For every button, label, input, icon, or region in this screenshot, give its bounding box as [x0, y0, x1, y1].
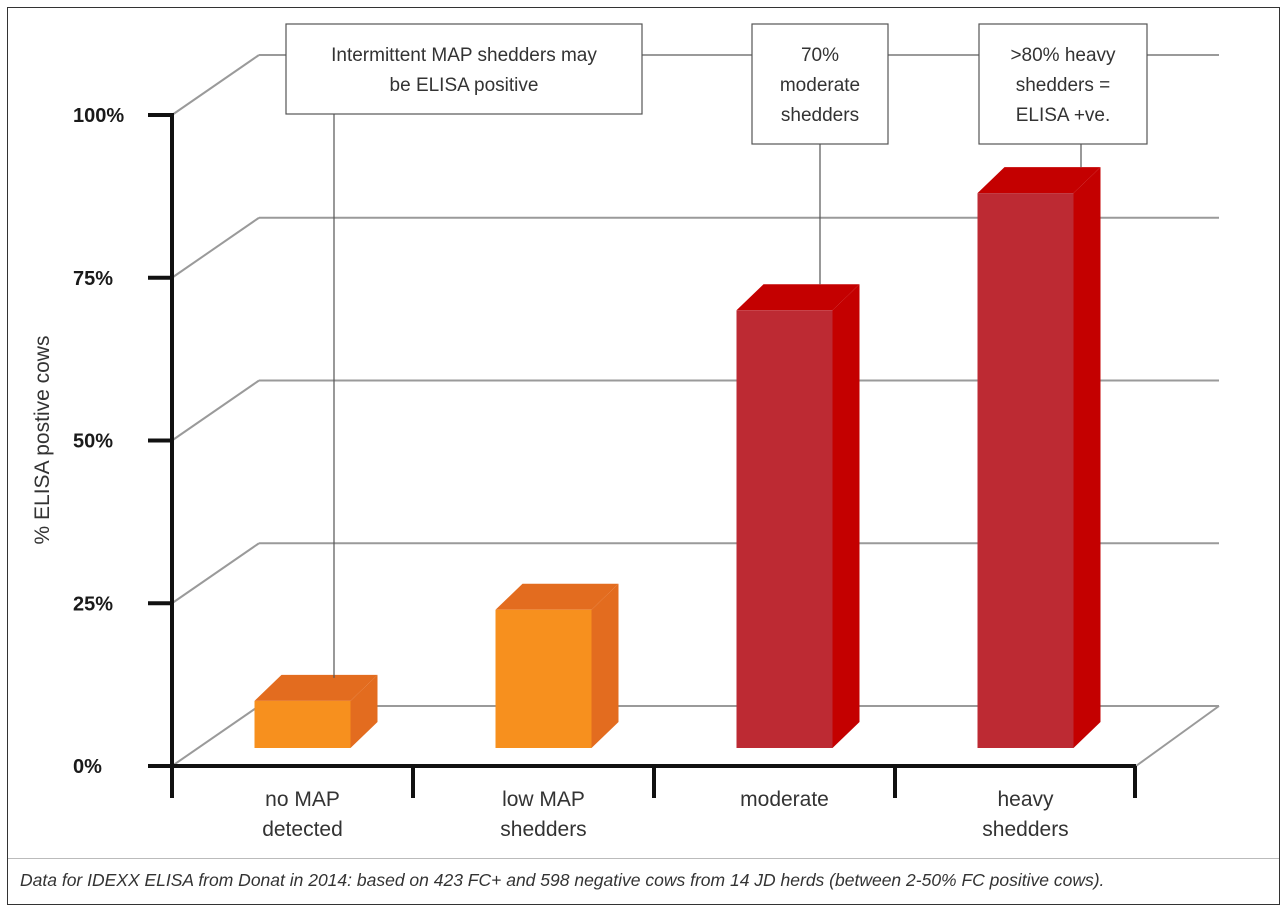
x-tick-label: moderate	[740, 788, 829, 811]
x-tick-label: no MAP	[265, 788, 340, 811]
bar	[254, 700, 351, 748]
floor-right-edge	[1135, 705, 1220, 767]
x-tick-label: low MAP	[502, 788, 585, 811]
x-tick-label: heavy	[997, 788, 1054, 811]
gridline-diagonal	[171, 54, 260, 116]
x-tick-label: shedders	[982, 818, 1068, 841]
bar-top	[736, 284, 860, 311]
annotation-box	[978, 23, 1148, 145]
annotation-text: be ELISA positive	[390, 75, 539, 96]
bar	[495, 609, 592, 748]
bar-top	[254, 674, 378, 701]
bar-side	[832, 284, 860, 748]
bar-side	[591, 583, 619, 748]
annotation-text: moderate	[780, 75, 860, 96]
bar-side	[350, 674, 378, 748]
y-tick-label: 25%	[73, 593, 113, 615]
annotation-text: Intermittent MAP shedders may	[331, 45, 597, 66]
bar	[977, 193, 1074, 748]
y-tick-label: 50%	[73, 431, 113, 453]
gridline-diagonal	[171, 216, 260, 279]
bar-top	[495, 583, 619, 610]
floor-left-edge	[171, 705, 260, 767]
annotation-text: ELISA +ve.	[1016, 105, 1111, 126]
annotation-box	[285, 23, 643, 115]
y-axis-label: % ELISA postive cows	[31, 336, 54, 545]
x-tick-label: shedders	[500, 818, 586, 841]
y-tick-label: 0%	[73, 756, 102, 778]
y-tick-label: 100%	[73, 105, 124, 127]
gridline-diagonal	[171, 379, 260, 442]
y-tick-label: 75%	[73, 268, 113, 290]
annotation-text: shedders =	[1016, 75, 1111, 96]
annotation-text: shedders	[781, 105, 859, 126]
annotation-text: >80% heavy	[1010, 45, 1116, 66]
annotation-box	[751, 23, 889, 145]
x-tick-label: detected	[262, 818, 343, 841]
gridline-diagonal	[171, 542, 260, 605]
bar	[736, 310, 833, 748]
bar-side	[1073, 167, 1101, 748]
footnote: Data for IDEXX ELISA from Donat in 2014:…	[20, 870, 1105, 890]
footnote-divider	[8, 858, 1279, 859]
annotation-text: 70%	[801, 45, 839, 66]
bar-top	[977, 167, 1101, 194]
